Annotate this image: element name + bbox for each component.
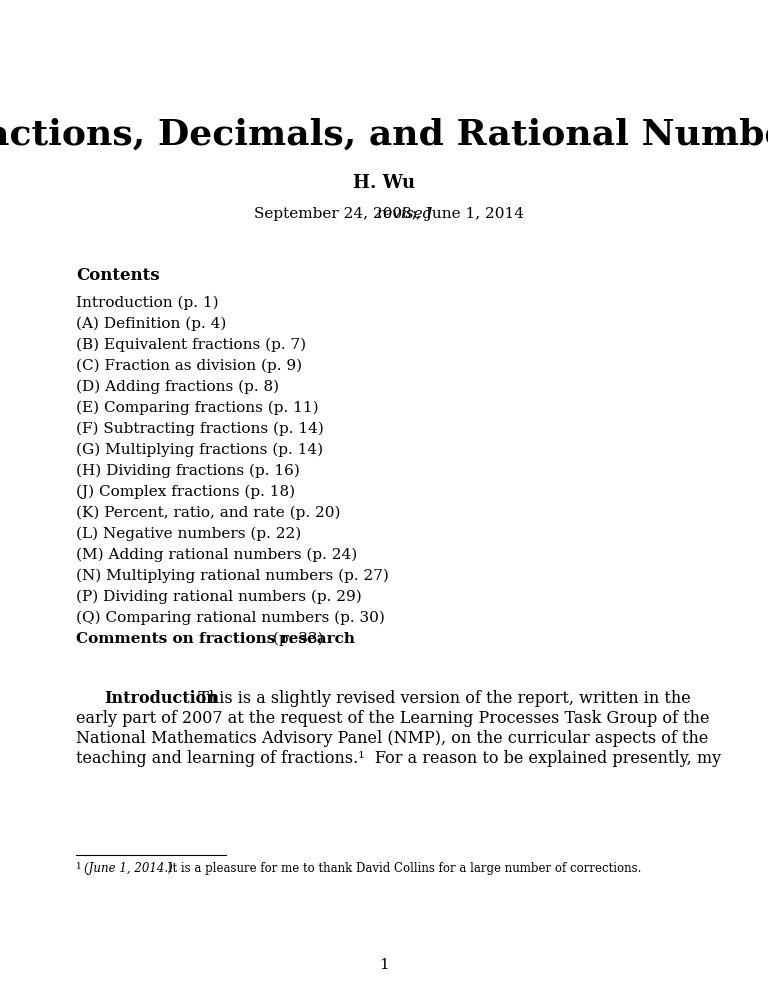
Text: (D) Adding fractions (p. 8): (D) Adding fractions (p. 8) <box>76 380 279 395</box>
Text: 1: 1 <box>379 958 389 972</box>
Text: Contents: Contents <box>76 267 160 284</box>
Text: Comments on fractions research: Comments on fractions research <box>76 632 355 646</box>
Text: (p. 33): (p. 33) <box>268 632 323 646</box>
Text: (H) Dividing fractions (p. 16): (H) Dividing fractions (p. 16) <box>76 464 300 478</box>
Text: (E) Comparing fractions (p. 11): (E) Comparing fractions (p. 11) <box>76 401 319 415</box>
Text: (N) Multiplying rational numbers (p. 27): (N) Multiplying rational numbers (p. 27) <box>76 569 389 583</box>
Text: Introduction: Introduction <box>104 690 218 707</box>
Text: , June 1, 2014: , June 1, 2014 <box>415 207 524 221</box>
Text: teaching and learning of fractions.¹  For a reason to be explained presently, my: teaching and learning of fractions.¹ For… <box>76 750 721 767</box>
Text: (B) Equivalent fractions (p. 7): (B) Equivalent fractions (p. 7) <box>76 338 306 353</box>
Text: (A) Definition (p. 4): (A) Definition (p. 4) <box>76 317 227 331</box>
Text: Introduction (p. 1): Introduction (p. 1) <box>76 296 219 310</box>
Text: September 24, 2008;: September 24, 2008; <box>254 207 422 221</box>
Text: (F) Subtracting fractions (p. 14): (F) Subtracting fractions (p. 14) <box>76 422 324 436</box>
Text: (Q) Comparing rational numbers (p. 30): (Q) Comparing rational numbers (p. 30) <box>76 611 385 625</box>
Text: (June 1, 2014.): (June 1, 2014.) <box>84 862 173 875</box>
Text: (C) Fraction as division (p. 9): (C) Fraction as division (p. 9) <box>76 359 302 374</box>
Text: revised: revised <box>377 207 433 221</box>
Text: (K) Percent, ratio, and rate (p. 20): (K) Percent, ratio, and rate (p. 20) <box>76 506 340 521</box>
Text: 1: 1 <box>76 862 81 871</box>
Text: Fractions, Decimals, and Rational Numbers: Fractions, Decimals, and Rational Number… <box>0 118 768 152</box>
Text: (M) Adding rational numbers (p. 24): (M) Adding rational numbers (p. 24) <box>76 548 357 563</box>
Text: It is a pleasure for me to thank David Collins for a large number of corrections: It is a pleasure for me to thank David C… <box>164 862 641 875</box>
Text: (P) Dividing rational numbers (p. 29): (P) Dividing rational numbers (p. 29) <box>76 590 362 604</box>
Text: This is a slightly revised version of the report, written in the: This is a slightly revised version of th… <box>188 690 690 707</box>
Text: (G) Multiplying fractions (p. 14): (G) Multiplying fractions (p. 14) <box>76 443 323 457</box>
Text: National Mathematics Advisory Panel (NMP), on the curricular aspects of the: National Mathematics Advisory Panel (NMP… <box>76 730 708 747</box>
Text: (J) Complex fractions (p. 18): (J) Complex fractions (p. 18) <box>76 485 295 499</box>
Text: (L) Negative numbers (p. 22): (L) Negative numbers (p. 22) <box>76 527 301 542</box>
Text: early part of 2007 at the request of the Learning Processes Task Group of the: early part of 2007 at the request of the… <box>76 710 710 727</box>
Text: H. Wu: H. Wu <box>353 174 415 192</box>
